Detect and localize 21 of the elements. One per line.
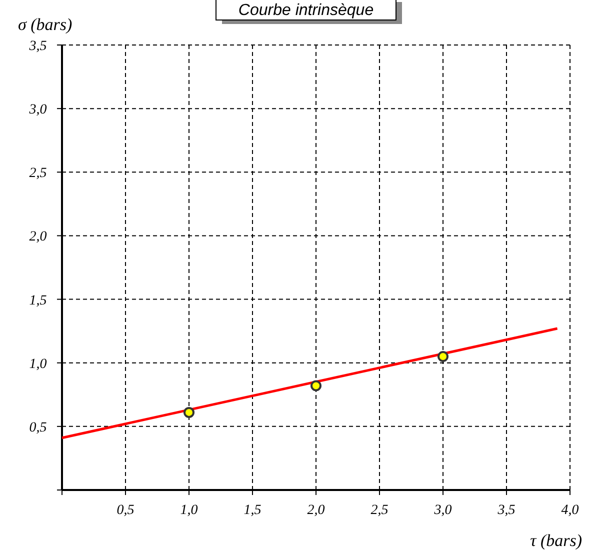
y-axis-title: σ (bars) [18, 15, 73, 34]
y-tick-label: 2,5 [29, 166, 47, 182]
y-tick-label: 3,5 [28, 39, 47, 54]
point [310, 380, 322, 392]
x-tick-label: 2,0 [307, 503, 325, 518]
y-tick-label: 1,0 [29, 356, 47, 372]
y-tick-label: 2,0 [29, 230, 47, 245]
x-tick-label: 4,0 [561, 503, 579, 518]
x-tick-label: 2,5 [370, 503, 388, 518]
x-tick-label: 1,0 [180, 503, 198, 518]
x-tick-label: 3,0 [433, 503, 452, 518]
point [184, 406, 194, 418]
y-tick-label: 3,0 [28, 102, 47, 118]
y-tick-label: 0,5 [29, 420, 47, 436]
y-tick-label: 1,5 [29, 293, 47, 308]
point [438, 351, 448, 362]
chart-title: Courbe intrinsèque [238, 2, 374, 19]
x-tick-label: 0,5 [116, 503, 134, 518]
x-tick-label: 1,5 [244, 503, 262, 518]
x-tick-label: 3,5 [496, 503, 516, 518]
x-axis-title: τ (bars) [530, 531, 582, 550]
